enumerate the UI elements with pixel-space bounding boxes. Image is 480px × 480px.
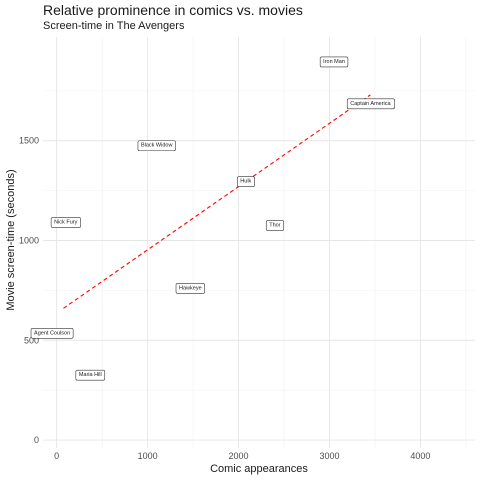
x-tick-label: 0 (54, 451, 59, 461)
point-label-text: Thor (269, 223, 280, 229)
y-tick-label: 1000 (19, 236, 39, 246)
x-axis-ticks: 0 1000 2000 3000 4000 (54, 451, 430, 461)
x-tick-label: 4000 (410, 451, 430, 461)
point-label-text: Agent Coulson (34, 330, 70, 336)
y-tick-label: 1500 (19, 136, 39, 146)
point-label: Agent Coulson (30, 327, 74, 339)
x-tick-label: 1000 (138, 451, 158, 461)
point-label-text: Nick Fury (54, 220, 77, 226)
y-axis-ticks: 0 500 1000 1500 (19, 136, 39, 445)
chart-title: Relative prominence in comics vs. movies (43, 2, 303, 18)
point-label-box (319, 56, 349, 68)
point-label-box (50, 217, 81, 228)
y-axis-title: Movie screen-time (seconds) (5, 169, 17, 310)
trend-line-group (63, 94, 371, 309)
chart-subtitle: Screen-time in The Avengers (43, 20, 185, 32)
point-labels: Iron Man Captain America Black Widow Hulk Ni… (30, 56, 395, 381)
point-label: Nick Fury (50, 217, 81, 228)
point-label-text: Black Widow (141, 143, 173, 149)
point-label: Iron Man (319, 56, 349, 68)
point-label: Thor (265, 220, 285, 231)
point-label-box (75, 369, 106, 381)
point-label: Black Widow (137, 140, 176, 152)
point-label-box (346, 98, 395, 110)
point-label-text: Captain America (350, 101, 391, 107)
y-tick-label: 500 (24, 335, 39, 345)
x-tick-label: 3000 (319, 451, 339, 461)
point-label-text: Hawkeye (179, 285, 202, 291)
point-label: Maria Hill (75, 369, 106, 381)
point-label-box (237, 176, 255, 187)
point-label: Hawkeye (175, 283, 205, 294)
point-label-box (175, 283, 205, 294)
x-tick-label: 2000 (229, 451, 249, 461)
trend-line (63, 94, 371, 309)
grid (43, 37, 475, 448)
x-axis-title: Comic appearances (210, 463, 308, 475)
point-label-box (30, 327, 74, 339)
point-label-text: Hulk (240, 179, 251, 185)
point-label-text: Maria Hill (79, 372, 102, 378)
point-label: Hulk (237, 176, 255, 187)
point-label-box (137, 140, 176, 152)
point-label-text: Iron Man (323, 59, 345, 65)
point-label-box (265, 220, 285, 231)
y-tick-label: 0 (34, 435, 39, 445)
point-label: Captain America (346, 98, 395, 110)
